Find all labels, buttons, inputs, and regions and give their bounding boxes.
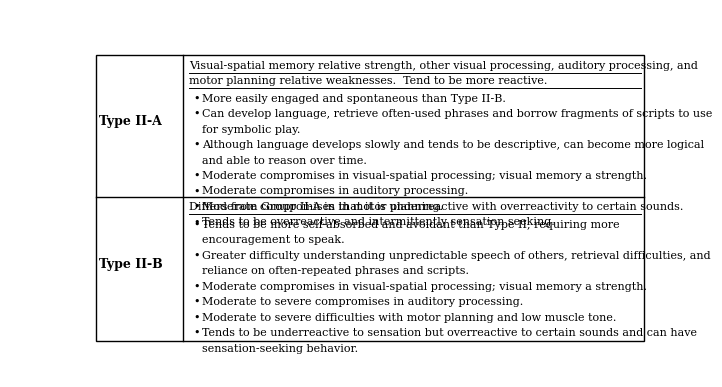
Text: and able to reason over time.: and able to reason over time. [201, 156, 367, 166]
Text: •: • [193, 328, 200, 338]
Text: •: • [193, 282, 200, 291]
Text: •: • [193, 140, 200, 150]
Text: •: • [193, 171, 200, 181]
Text: •: • [193, 219, 200, 229]
Text: •: • [193, 202, 200, 212]
Text: Moderate compromises in auditory processing.: Moderate compromises in auditory process… [201, 187, 468, 197]
Text: More easily engaged and spontaneous than Type II-B.: More easily engaged and spontaneous than… [201, 94, 505, 103]
Text: Visual-spatial memory relative strength, other visual processing, auditory proce: Visual-spatial memory relative strength,… [189, 61, 698, 71]
Text: Moderate compromises in visual-spatial processing; visual memory a strength.: Moderate compromises in visual-spatial p… [201, 171, 647, 181]
Text: •: • [193, 217, 200, 228]
Text: •: • [193, 297, 200, 307]
Text: •: • [193, 250, 200, 260]
Text: Tends to be more self-absorbed and avoidant than Type II, requiring more: Tends to be more self-absorbed and avoid… [201, 219, 619, 229]
Text: Type II-A: Type II-A [99, 115, 162, 128]
Text: •: • [193, 109, 200, 119]
Text: Moderate compromises in visual-spatial processing; visual memory a strength.: Moderate compromises in visual-spatial p… [201, 282, 647, 291]
Text: •: • [193, 94, 200, 103]
Text: Can develop language, retrieve often-used phrases and borrow fragments of script: Can develop language, retrieve often-use… [201, 109, 712, 119]
Text: Tends to be overreactive and intermittently sensation seeking.: Tends to be overreactive and intermitten… [201, 217, 554, 228]
Text: Moderate to severe compromises in auditory processing.: Moderate to severe compromises in audito… [201, 297, 523, 307]
Text: •: • [193, 187, 200, 197]
Text: Differs from Group II-A in that it is underreactive with overreactivity to certa: Differs from Group II-A in that it is un… [189, 202, 684, 212]
Text: sensation-seeking behavior.: sensation-seeking behavior. [201, 344, 357, 354]
Text: motor planning relative weaknesses.  Tend to be more reactive.: motor planning relative weaknesses. Tend… [189, 76, 548, 86]
Text: Moderate to severe difficulties with motor planning and low muscle tone.: Moderate to severe difficulties with mot… [201, 313, 616, 322]
Text: Moderate compromises in motor planning.: Moderate compromises in motor planning. [201, 202, 443, 212]
Text: Type II-B: Type II-B [99, 258, 162, 271]
Text: Although language develops slowly and tends to be descriptive, can become more l: Although language develops slowly and te… [201, 140, 704, 150]
Text: Tends to be underreactive to sensation but overreactive to certain sounds and ca: Tends to be underreactive to sensation b… [201, 328, 697, 338]
Text: Greater difficulty understanding unpredictable speech of others, retrieval diffi: Greater difficulty understanding unpredi… [201, 250, 710, 260]
Text: reliance on often-repeated phrases and scripts.: reliance on often-repeated phrases and s… [201, 266, 469, 276]
Text: •: • [193, 313, 200, 322]
Text: for symbolic play.: for symbolic play. [201, 125, 300, 135]
Text: encouragement to speak.: encouragement to speak. [201, 235, 344, 245]
